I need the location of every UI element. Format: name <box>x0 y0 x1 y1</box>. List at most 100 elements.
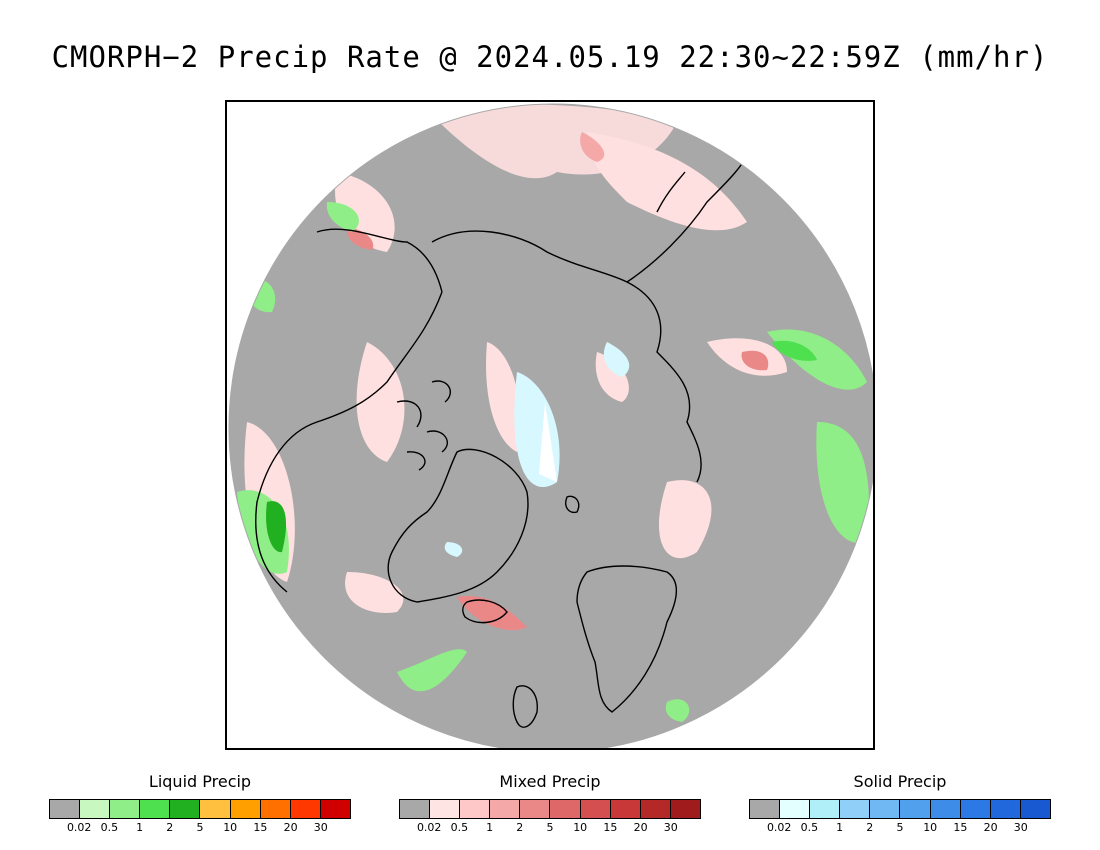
legend-swatch <box>260 800 291 818</box>
legend-swatch <box>960 800 991 818</box>
legend-mixed-precip: Mixed Precip 0.02 0.5 1 2 5 10 15 20 30 <box>399 772 701 835</box>
liquid-precip-area <box>665 699 690 722</box>
legend-tick-label: 10 <box>923 821 938 834</box>
canada-arctic-coast <box>255 291 443 593</box>
mixed-precip-area <box>345 572 404 613</box>
legend-tick-label: 5 <box>896 821 904 834</box>
legend-title: Mixed Precip <box>499 772 601 791</box>
solid-precip-area <box>444 542 463 557</box>
liquid-precip-area <box>397 649 467 692</box>
globe-edge <box>228 103 873 748</box>
legend-tick-label: 10 <box>573 821 588 834</box>
greenland-coast <box>387 448 529 603</box>
solid-precip-area <box>539 402 557 482</box>
chart-title: CMORPH−2 Precip Rate @ 2024.05.19 22:30~… <box>51 40 1049 74</box>
legend-title: Liquid Precip <box>148 772 252 791</box>
archipelago-coast <box>396 380 451 471</box>
mixed-precip-area <box>356 342 405 462</box>
kamchatka-coast <box>656 171 686 213</box>
mixed-precip-area <box>587 132 747 231</box>
liquid-precip-area <box>266 501 287 553</box>
svalbard-coast <box>565 495 580 514</box>
iceland-coast <box>462 599 508 624</box>
legend-tick-label: 20 <box>633 821 648 834</box>
british-isles-coast <box>512 685 538 728</box>
solid-precip-area <box>603 342 630 377</box>
legend-tick-label: 0.5 <box>800 821 819 834</box>
legend-tick-label: 15 <box>953 821 968 834</box>
legend-swatch <box>750 800 781 818</box>
color-bar <box>49 799 351 819</box>
legend-tick-label: 2 <box>866 821 874 834</box>
legend-swatch <box>610 800 641 818</box>
legend-tick-label: 20 <box>983 821 998 834</box>
legend-swatch <box>930 800 961 818</box>
legend-swatch <box>490 800 521 818</box>
mixed-precip-area <box>580 132 605 162</box>
color-bar <box>399 799 701 819</box>
legend-swatch <box>50 800 81 818</box>
legend-tick-label: 0.02 <box>66 821 92 834</box>
legend-swatch <box>870 800 901 818</box>
legend-swatch <box>640 800 671 818</box>
liquid-precip-area <box>772 340 817 361</box>
legend-swatch <box>200 800 231 818</box>
legend-swatch <box>550 800 581 818</box>
mixed-precip-area <box>486 342 521 452</box>
legend-swatch <box>290 800 321 818</box>
legend-swatch <box>580 800 611 818</box>
legend-swatch <box>320 800 350 818</box>
legend-tick-label: 5 <box>546 821 554 834</box>
legend-tick-label: 0.5 <box>100 821 119 834</box>
tick-labels: 0.02 0.5 1 2 5 10 15 20 30 <box>749 821 1051 835</box>
tick-labels: 0.02 0.5 1 2 5 10 15 20 30 <box>399 821 701 835</box>
legend-tick-label: 30 <box>663 821 678 834</box>
legend-swatch <box>840 800 871 818</box>
legend-tick-label: 15 <box>603 821 618 834</box>
legend-tick-label: 20 <box>283 821 298 834</box>
legend-swatch <box>900 800 931 818</box>
legend-tick-label: 15 <box>253 821 268 834</box>
legend-solid-precip: Solid Precip 0.02 0.5 1 2 5 10 15 20 30 <box>749 772 1051 835</box>
legend-tick-label: 1 <box>136 821 144 834</box>
color-bar <box>749 799 1051 819</box>
legend-swatch <box>460 800 491 818</box>
legend-tick-label: 2 <box>516 821 524 834</box>
mixed-precip-area <box>457 596 527 631</box>
siberia-coast <box>431 230 702 483</box>
legend-tick-label: 5 <box>196 821 204 834</box>
legend-swatch <box>140 800 171 818</box>
scandinavia-coast <box>576 565 678 713</box>
legend-swatch <box>990 800 1021 818</box>
russia-north-coast <box>626 151 748 283</box>
legend-swatch <box>810 800 841 818</box>
liquid-precip-area <box>816 422 869 544</box>
legend-tick-label: 1 <box>486 821 494 834</box>
legend-tick-label: 0.5 <box>450 821 469 834</box>
legend-title: Solid Precip <box>853 772 947 791</box>
legend-swatch <box>80 800 111 818</box>
legend-swatch <box>430 800 461 818</box>
legend-swatch <box>110 800 141 818</box>
legend-tick-label: 1 <box>836 821 844 834</box>
legend-swatch <box>230 800 261 818</box>
legend-tick-label: 2 <box>166 821 174 834</box>
liquid-precip-area <box>326 202 359 232</box>
legend-swatch <box>670 800 700 818</box>
mixed-precip-area <box>595 352 629 402</box>
legend-swatch <box>400 800 431 818</box>
legend-swatch <box>170 800 201 818</box>
legend-swatch <box>520 800 551 818</box>
precip-overlays <box>237 104 869 728</box>
coastlines <box>255 151 748 728</box>
legend-swatch <box>780 800 811 818</box>
legend-tick-label: 0.02 <box>416 821 442 834</box>
legend-swatch <box>1020 800 1050 818</box>
map-canvas <box>228 103 873 748</box>
legend-tick-label: 10 <box>223 821 238 834</box>
mixed-precip-area <box>658 480 712 559</box>
legend-tick-label: 30 <box>1013 821 1028 834</box>
tick-labels: 0.02 0.5 1 2 5 10 15 20 30 <box>49 821 351 835</box>
legend-tick-label: 30 <box>313 821 328 834</box>
polar-map <box>225 100 875 750</box>
